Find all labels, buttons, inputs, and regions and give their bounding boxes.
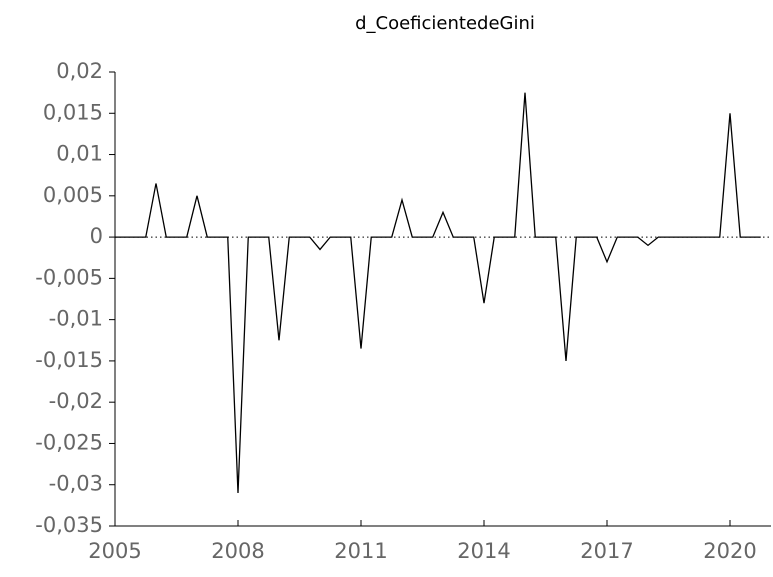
- y-tick-label: 0,005: [43, 183, 103, 207]
- y-tick-label: -0,025: [35, 430, 103, 454]
- data-line: [115, 92, 761, 494]
- y-tick-label: -0,035: [35, 513, 103, 537]
- x-tick-label: 2005: [88, 539, 141, 563]
- x-tick-label: 2017: [580, 539, 633, 563]
- y-tick-label: -0,01: [49, 307, 103, 331]
- y-tick-label: 0,01: [56, 142, 103, 166]
- y-tick-label: -0,005: [35, 265, 103, 289]
- y-tick-label: 0: [90, 224, 103, 248]
- x-tick-label: 2008: [211, 539, 264, 563]
- x-tick-label: 2014: [457, 539, 510, 563]
- x-tick-label: 2011: [334, 539, 387, 563]
- y-tick-label: -0,02: [49, 389, 103, 413]
- y-tick-label: 0,015: [43, 100, 103, 124]
- x-tick-label: 2020: [703, 539, 756, 563]
- y-tick-label: -0,03: [49, 472, 103, 496]
- y-tick-label: -0,015: [35, 348, 103, 372]
- y-tick-label: 0,02: [56, 59, 103, 83]
- chart-title: d_CoeficientedeGini: [355, 13, 535, 34]
